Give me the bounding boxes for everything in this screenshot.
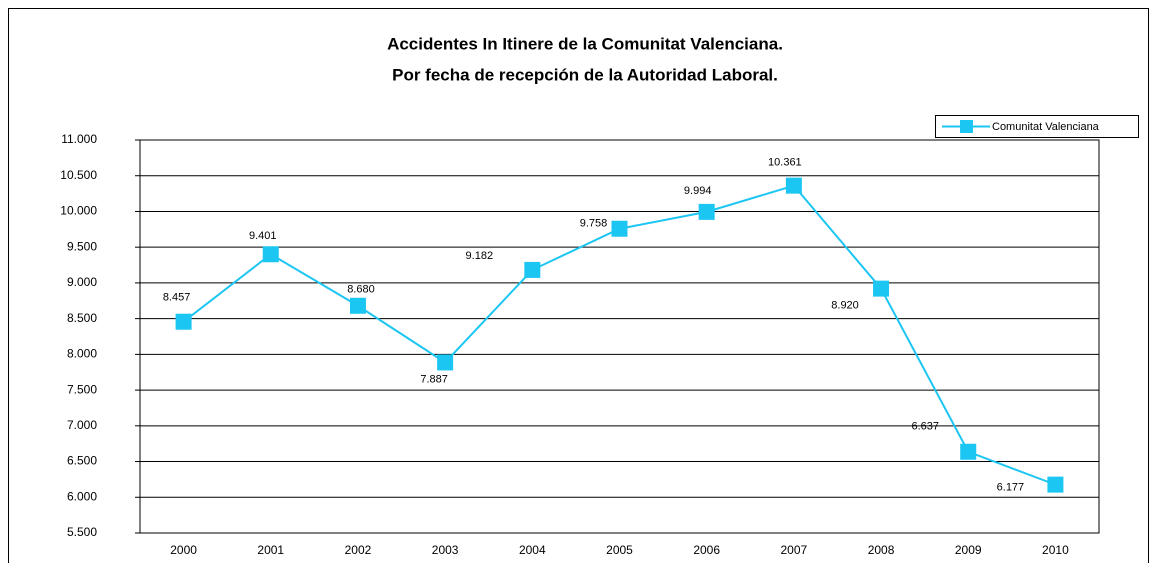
x-tick-label: 2007 — [781, 543, 808, 557]
y-tick-label: 6.000 — [67, 489, 97, 503]
legend-marker — [960, 120, 973, 133]
plot-area — [139, 139, 1100, 534]
x-tick-label: 2001 — [257, 543, 284, 557]
data-label: 9.758 — [580, 218, 608, 230]
x-tick-label: 2000 — [170, 543, 197, 557]
x-tick-label: 2005 — [606, 543, 633, 557]
marker — [698, 203, 715, 220]
x-tick-label: 2006 — [693, 543, 720, 557]
x-tick-label: 2004 — [519, 543, 546, 557]
data-label: 7.887 — [420, 373, 448, 385]
marker — [437, 354, 454, 371]
x-tick-label: 2008 — [868, 543, 895, 557]
x-tick-label: 2009 — [955, 543, 982, 557]
y-tick-label: 7.500 — [67, 382, 97, 396]
data-label: 6.177 — [997, 482, 1025, 494]
marker — [785, 177, 802, 194]
data-label: 9.182 — [466, 250, 494, 262]
marker — [262, 246, 279, 263]
marker — [524, 261, 541, 278]
data-label: 9.994 — [684, 185, 712, 197]
chart-subtitle: Por fecha de recepción de la Autoridad L… — [392, 65, 778, 84]
marker — [349, 297, 366, 314]
data-label: 6.637 — [911, 421, 939, 433]
y-tick-label: 9.500 — [67, 239, 97, 253]
marker — [1047, 476, 1064, 493]
y-tick-label: 8.500 — [67, 311, 97, 325]
marker — [960, 443, 977, 460]
data-label: 9.401 — [249, 230, 277, 242]
data-label: 8.457 — [163, 292, 191, 304]
y-tick-label: 5.500 — [67, 525, 97, 539]
y-tick-label: 7.000 — [67, 418, 97, 432]
marker — [873, 280, 890, 297]
x-tick-label: 2003 — [432, 543, 459, 557]
legend-label: Comunitat Valenciana — [992, 121, 1100, 133]
y-tick-label: 10.000 — [60, 204, 97, 218]
data-label: 8.680 — [347, 284, 375, 296]
y-tick-label: 8.000 — [67, 347, 97, 361]
data-label: 10.361 — [768, 157, 802, 169]
x-tick-label: 2002 — [345, 543, 372, 557]
legend-box — [935, 115, 1139, 138]
data-label: 8.920 — [831, 300, 859, 312]
marker — [611, 220, 628, 237]
y-tick-label: 9.000 — [67, 275, 97, 289]
marker — [175, 313, 192, 330]
x-tick-label: 2010 — [1042, 543, 1069, 557]
y-tick-label: 6.500 — [67, 454, 97, 468]
chart-title: Accidentes In Itinere de la Comunitat Va… — [387, 34, 783, 53]
y-tick-label: 10.500 — [60, 168, 97, 182]
y-tick-label: 11.000 — [61, 132, 97, 146]
